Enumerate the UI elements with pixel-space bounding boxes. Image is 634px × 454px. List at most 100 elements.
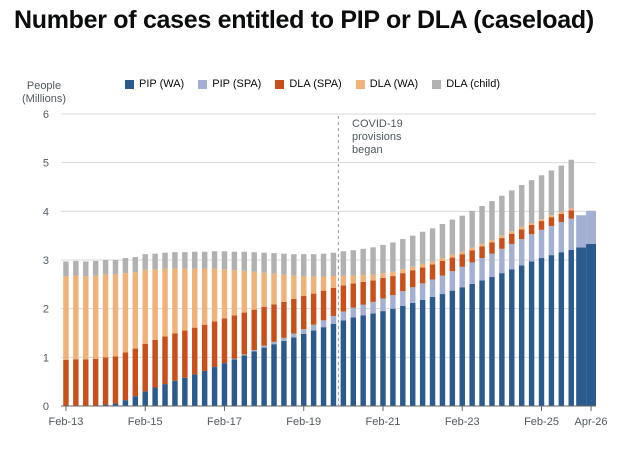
- bar-dla-child: [251, 252, 257, 272]
- bar-dla-wa: [380, 273, 386, 279]
- bar-dla-spa: [63, 359, 69, 406]
- bar-pip-spa: [370, 301, 376, 314]
- bar-pip-wa: [271, 344, 277, 406]
- bar-dla-child: [528, 180, 535, 224]
- bar-pip-spa: [400, 291, 406, 306]
- bar-dla-spa: [419, 267, 426, 284]
- bar-pip-spa: [291, 333, 297, 338]
- bar-pip-spa: [340, 311, 347, 321]
- bar-pip-wa: [211, 367, 218, 406]
- bar-dla-spa: [390, 276, 396, 296]
- bar-dla-child: [142, 254, 148, 270]
- bar-pip-wa: [538, 258, 545, 406]
- legend-item-dla-spa: DLA (SPA): [275, 78, 342, 90]
- bar-dla-wa: [281, 274, 287, 302]
- legend-label-dla-child: DLA (child): [446, 78, 501, 90]
- legend-label-pip-spa: PIP (SPA): [212, 78, 262, 90]
- bar-pip-wa: [576, 247, 587, 406]
- bar-dla-wa: [83, 276, 89, 360]
- bar-dla-child: [459, 215, 465, 252]
- bar-pip-wa: [251, 351, 257, 406]
- y-tick-label: 2: [43, 304, 49, 316]
- bar-pip-wa: [221, 363, 228, 406]
- bar-dla-spa: [192, 327, 198, 375]
- bar-dla-child: [518, 185, 525, 227]
- bar-pip-wa: [360, 315, 366, 406]
- bar-pip-spa: [320, 320, 327, 328]
- x-tick-label: Feb-23: [445, 416, 480, 428]
- bar-dla-spa: [83, 359, 89, 406]
- bar-dla-wa: [330, 276, 337, 288]
- bar-pip-wa: [201, 370, 208, 406]
- bar-pip-wa: [142, 391, 148, 406]
- bar-pip-spa: [281, 337, 287, 341]
- bar-pip-spa: [586, 210, 596, 244]
- bar-dla-child: [241, 251, 248, 271]
- bar-dla-spa: [370, 280, 376, 302]
- bar-dla-child: [201, 251, 208, 269]
- bar-dla-wa: [142, 269, 148, 344]
- bar-pip-spa: [576, 215, 587, 248]
- y-tick-label: 1: [43, 352, 49, 364]
- bar-dla-wa: [479, 243, 485, 247]
- bar-pip-spa: [558, 222, 565, 253]
- bar-dla-child: [419, 231, 426, 264]
- bar-dla-child: [83, 261, 89, 277]
- bar-pip-wa: [499, 273, 505, 406]
- bar-dla-spa: [320, 290, 327, 321]
- bar-dla-spa: [301, 296, 307, 330]
- legend-label-dla-spa: DLA (SPA): [289, 78, 342, 90]
- bar-dla-wa: [439, 258, 446, 261]
- legend-item-pip-spa: PIP (SPA): [198, 78, 261, 90]
- bar-dla-spa: [211, 321, 218, 368]
- bar-dla-spa: [281, 301, 287, 338]
- bar-dla-spa: [568, 210, 574, 219]
- bar-pip-spa: [261, 345, 267, 348]
- bar-dla-child: [469, 210, 475, 248]
- bar-pip-spa: [380, 298, 386, 312]
- x-tick-label: Feb-15: [128, 416, 163, 428]
- bar-dla-spa: [528, 224, 535, 235]
- bar-dla-spa: [152, 339, 158, 388]
- bar-dla-child: [558, 165, 565, 212]
- bar-dla-child: [231, 251, 238, 271]
- bar-pip-wa: [310, 330, 317, 406]
- bar-dla-wa: [509, 231, 515, 234]
- bar-dla-spa: [201, 324, 208, 371]
- bar-dla-spa: [271, 304, 277, 342]
- bar-pip-wa: [380, 311, 386, 406]
- bar-pip-wa: [261, 347, 267, 406]
- bar-pip-wa: [390, 308, 396, 406]
- bar-pip-spa: [350, 307, 356, 318]
- x-tick-label: Feb-25: [524, 416, 559, 428]
- bar-pip-spa: [360, 304, 366, 316]
- bar-pip-wa: [419, 299, 426, 406]
- bar-dla-wa: [370, 274, 376, 281]
- bar-dla-wa: [63, 276, 69, 360]
- bar-pip-spa: [518, 239, 525, 266]
- bar-dla-wa: [221, 269, 228, 319]
- bar-dla-spa: [102, 357, 109, 405]
- bar-dla-spa: [489, 242, 495, 254]
- bar-dla-child: [340, 251, 347, 276]
- bar-dla-wa: [489, 240, 495, 243]
- bar-dla-wa: [73, 275, 79, 360]
- covid-annotation-line2: provisions: [352, 131, 402, 143]
- bar-dla-spa: [459, 254, 465, 267]
- bar-dla-spa: [538, 221, 545, 230]
- y-tick-label: 3: [43, 255, 49, 267]
- bar-dla-wa: [558, 211, 565, 214]
- bar-dla-wa: [251, 271, 257, 310]
- bar-pip-spa: [469, 262, 475, 284]
- x-tick-label: Feb-17: [207, 416, 242, 428]
- x-tick-label: Feb-19: [286, 416, 321, 428]
- y-axis-label: People (Millions): [22, 80, 66, 106]
- bar-dla-child: [192, 251, 198, 269]
- y-tick-label: 4: [43, 206, 49, 218]
- bar-pip-spa: [409, 287, 416, 303]
- bar-pip-spa: [509, 243, 515, 270]
- bar-dla-spa: [122, 352, 129, 401]
- bar-dla-wa: [271, 273, 277, 305]
- bar-dla-child: [439, 223, 446, 259]
- bar-pip-spa: [330, 315, 337, 324]
